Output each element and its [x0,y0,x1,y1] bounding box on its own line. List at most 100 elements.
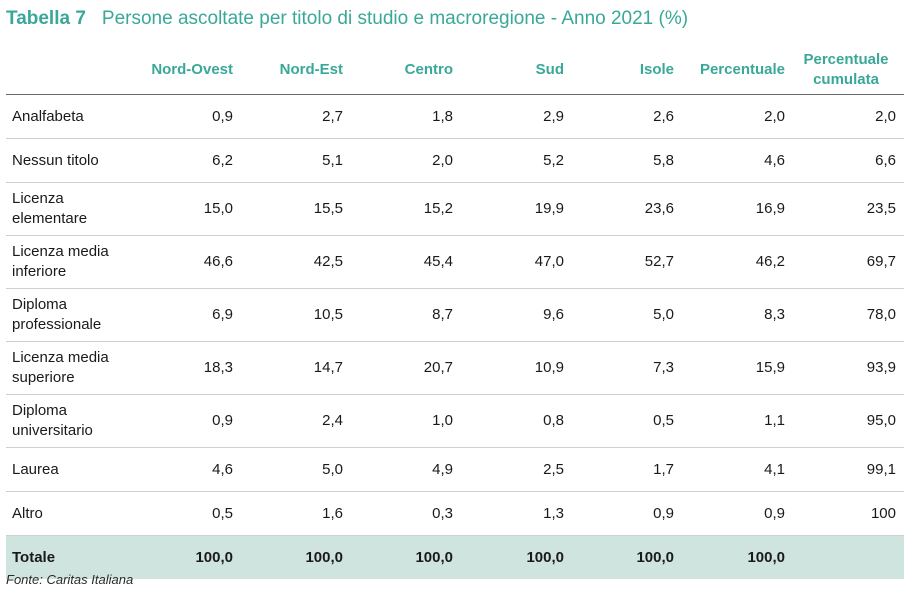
table-cell: 7,3 [653,359,674,376]
row-label: Altro [12,505,43,522]
table-cell: 15,5 [313,200,343,217]
data-table: Nord-Ovest Nord-Est Centro Sud Isole Percentu… [6,44,904,579]
table-title: Tabella 7 Persone ascoltate per titolo di… [6,4,688,34]
row-label: Diploma professionale [12,296,102,333]
column-header: Centro [404,61,453,78]
table-cell: 15,0 [203,200,233,217]
table-cell: 14,7 [313,359,343,376]
table-row: Licenza media inferiore 46,6 42,5 45,4 47,0 5… [6,236,904,289]
table-cell: 5,0 [322,461,343,478]
table-cell: 1,6 [322,505,343,522]
table-cell: 6,6 [875,152,896,169]
row-label: Analfabeta [12,108,84,125]
table-cell: 0,9 [653,505,674,522]
table-cell: 0,9 [212,108,233,125]
table-cell: 2,9 [543,108,564,125]
table-cell: 16,9 [755,200,785,217]
table-cell: 2,0 [432,152,453,169]
table-cell: 99,1 [866,461,896,478]
total-cell: 100,0 [526,549,564,566]
table-cell: 6,2 [212,152,233,169]
header-row: Nord-Ovest Nord-Est Centro Sud Isole Percentu… [6,44,904,95]
table-cell: 2,4 [322,412,343,429]
table-cell: 42,5 [313,253,343,270]
table-cell: 5,1 [322,152,343,169]
total-cell: 100,0 [195,549,233,566]
row-label: Diploma universitario [12,402,93,439]
row-label: Laurea [12,461,59,478]
table-row: Laurea 4,6 5,0 4,9 2,5 1,7 4,1 99,1 [6,448,904,492]
table-cell: 15,9 [755,359,785,376]
table-cell: 45,4 [423,253,453,270]
table-cell: 93,9 [866,359,896,376]
total-cell: 100,0 [636,549,674,566]
column-header: Sud [535,61,564,78]
table-cell: 1,0 [432,412,453,429]
table-cell: 0,3 [432,505,453,522]
table-cell: 15,2 [423,200,453,217]
table-cell: 0,8 [543,412,564,429]
column-header: Percentuale cumulata [803,51,889,88]
total-cell: 100,0 [747,549,785,566]
table-row: Diploma universitario 0,9 2,4 1,0 0,8 0,5 1,1 9… [6,395,904,448]
column-header: Isole [639,61,674,78]
table-cell: 8,3 [764,306,785,323]
table-cell: 1,8 [432,108,453,125]
table-cell: 1,7 [653,461,674,478]
table-cell: 0,5 [653,412,674,429]
table-cell: 78,0 [866,306,896,323]
table-cell: 95,0 [866,412,896,429]
table-cell: 46,6 [203,253,233,270]
column-header: Nord-Ovest [151,61,233,78]
table-cell: 10,5 [313,306,343,323]
row-label: Licenza elementare [12,190,88,227]
row-label: Licenza media inferiore [12,243,109,280]
table-cell: 100 [870,505,896,522]
table-cell: 8,7 [432,306,453,323]
source-note: Fonte: Caritas Italiana [6,572,134,587]
table-row: Licenza elementare 15,0 15,5 15,2 19,9 23,6 16… [6,183,904,236]
column-header: Percentuale [699,61,785,78]
table-cell: 52,7 [644,253,674,270]
total-row: Totale 100,0 100,0 100,0 100,0 100,0 100,0 [6,536,904,579]
total-cell: 100,0 [305,549,343,566]
table-cell: 5,2 [543,152,564,169]
row-label: Licenza media superiore [12,349,109,386]
table-cell: 6,9 [212,306,233,323]
table-cell: 46,2 [755,253,785,270]
table-cell: 0,9 [212,412,233,429]
table-row: Licenza media superiore 18,3 14,7 20,7 10,9 7… [6,342,904,395]
table-cell: 2,0 [875,108,896,125]
table-row: Nessun titolo 6,2 5,1 2,0 5,2 5,8 4,6 6,6 [6,139,904,183]
table-cell: 2,5 [543,461,564,478]
table-cell: 1,3 [543,505,564,522]
row-label: Nessun titolo [12,152,99,169]
table-cell: 5,0 [653,306,674,323]
table-cell: 4,6 [764,152,785,169]
table-cell: 0,5 [212,505,233,522]
table-cell: 47,0 [534,253,564,270]
table-cell: 19,9 [534,200,564,217]
total-cell: 100,0 [415,549,453,566]
table-cell: 0,9 [764,505,785,522]
table-cell: 2,0 [764,108,785,125]
total-label: Totale [12,549,56,566]
table-cell: 23,5 [866,200,896,217]
table-number: Tabella 7 [6,8,86,29]
table-cell: 2,6 [653,108,674,125]
table-row: Altro 0,5 1,6 0,3 1,3 0,9 0,9 100 [6,492,904,536]
table-cell: 69,7 [866,253,896,270]
table-cell: 4,1 [764,461,785,478]
table-row: Analfabeta 0,9 2,7 1,8 2,9 2,6 2,0 2,0 [6,95,904,139]
table-cell: 2,7 [322,108,343,125]
column-header: Nord-Est [279,61,343,78]
table-cell: 5,8 [653,152,674,169]
table-cell: 10,9 [534,359,564,376]
table-cell: 18,3 [203,359,233,376]
table-cell: 1,1 [764,412,785,429]
table-caption: Persone ascoltate per titolo di studio e… [101,8,689,29]
table-cell: 4,6 [212,461,233,478]
table-cell: 20,7 [423,359,453,376]
table-cell: 23,6 [644,200,674,217]
table-cell: 9,6 [543,306,564,323]
